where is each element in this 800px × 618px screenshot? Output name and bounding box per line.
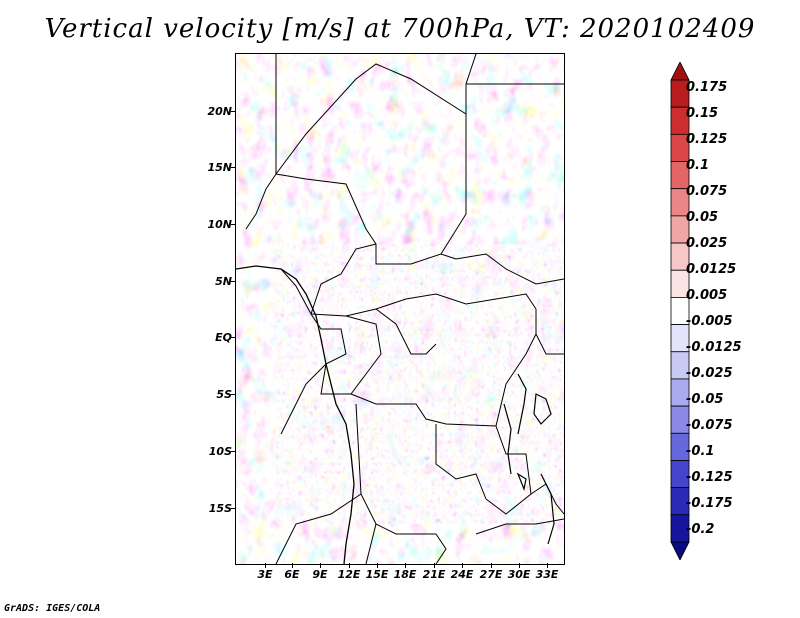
- colorbar-label: 0.025: [686, 236, 728, 251]
- lon-tick: [377, 563, 378, 568]
- lon-label-18e: 18E: [393, 568, 417, 581]
- lon-label-12e: 12E: [337, 568, 361, 581]
- colorbar-label: -0.025: [686, 366, 733, 381]
- lon-label-30e: 30E: [507, 568, 531, 581]
- lon-label-9e: 9E: [312, 568, 328, 581]
- chart-title: Vertical velocity [m/s] at 700hPa, VT: 2…: [44, 14, 756, 44]
- colorbar-label: -0.05: [686, 392, 724, 407]
- lon-tick: [434, 563, 435, 568]
- lon-label-21e: 21E: [422, 568, 446, 581]
- colorbar-segment: [670, 62, 690, 81]
- colorbar-label: -0.125: [686, 470, 733, 485]
- lat-tick: [231, 451, 236, 452]
- colorbar-label: 0.1: [686, 158, 710, 173]
- lon-tick: [405, 563, 406, 568]
- lat-label-10s: 10S: [208, 445, 232, 458]
- map-panel: [235, 53, 565, 565]
- lat-tick: [231, 394, 236, 395]
- colorbar-label: 0.005: [686, 288, 728, 303]
- lon-label-3e: 3E: [257, 568, 273, 581]
- lat-label-5n: 5N: [215, 275, 232, 288]
- colorbar-label: 0.125: [686, 132, 728, 147]
- lon-tick: [265, 563, 266, 568]
- colorbar-label: -0.175: [686, 496, 733, 511]
- colorbar-label: 0.175: [686, 80, 728, 95]
- lon-tick: [349, 563, 350, 568]
- lon-tick: [320, 563, 321, 568]
- lat-tick: [231, 281, 236, 282]
- lat-label-20n: 20N: [207, 105, 232, 118]
- lon-tick: [519, 563, 520, 568]
- country-borders: [245, 54, 564, 564]
- lon-label-27e: 27E: [479, 568, 503, 581]
- lat-label-15n: 15N: [207, 161, 232, 174]
- lon-tick: [462, 563, 463, 568]
- lon-label-15e: 15E: [365, 568, 389, 581]
- lat-tick: [231, 224, 236, 225]
- lakes: [503, 373, 555, 545]
- lon-tick: [292, 563, 293, 568]
- colorbar-label: -0.075: [686, 418, 733, 433]
- lon-label-33e: 33E: [535, 568, 559, 581]
- colorbar-label: 0.15: [686, 106, 719, 121]
- colorbar-label: -0.0125: [686, 340, 742, 355]
- lat-tick: [231, 167, 236, 168]
- grads-credit: GrADS: IGES/COLA: [4, 603, 101, 614]
- colorbar-label: -0.005: [686, 314, 733, 329]
- lat-label-15s: 15S: [208, 502, 232, 515]
- lat-label-5s: 5S: [216, 388, 232, 401]
- colorbar-label: 0.0125: [686, 262, 737, 277]
- colorbar-label: -0.1: [686, 444, 715, 459]
- lat-label-eq: EQ: [215, 331, 232, 344]
- colorbar-label: 0.075: [686, 184, 728, 199]
- lat-tick: [231, 508, 236, 509]
- lat-tick: [231, 337, 236, 338]
- lon-tick: [547, 563, 548, 568]
- colorbar-segment: [670, 541, 690, 560]
- lon-label-6e: 6E: [284, 568, 300, 581]
- colorbar-label: 0.05: [686, 210, 719, 225]
- lat-tick: [231, 111, 236, 112]
- colorbar: [670, 62, 690, 560]
- convective-region: [276, 244, 564, 524]
- lon-label-24e: 24E: [450, 568, 474, 581]
- velocity-field-map: [236, 54, 564, 564]
- colorbar-label: -0.2: [686, 522, 715, 537]
- lon-tick: [491, 563, 492, 568]
- lat-label-10n: 10N: [207, 218, 232, 231]
- coastline: [236, 265, 355, 564]
